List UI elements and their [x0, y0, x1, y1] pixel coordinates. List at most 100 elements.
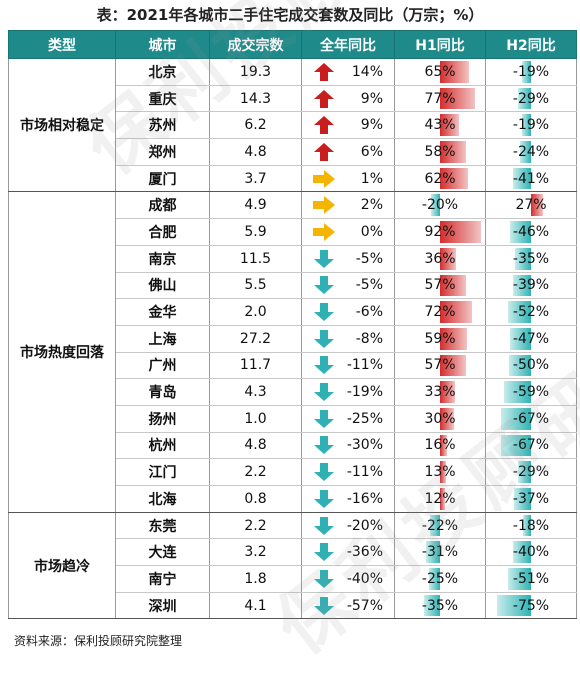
h2-yoy-cell: -67% — [485, 405, 577, 433]
h2-value: -67% — [512, 410, 550, 427]
yoy-value: -5% — [355, 250, 383, 267]
h1-value: -31% — [421, 544, 459, 561]
h1-value: 57% — [424, 277, 456, 294]
yoy-value: -8% — [355, 330, 383, 347]
h1-data-bar — [440, 221, 482, 243]
city-cell: 扬州 — [115, 405, 210, 433]
h2-value: -75% — [512, 597, 550, 614]
table-row: 厦门 3.7 1% 62% -41% — [9, 165, 577, 193]
h2-value: -37% — [512, 490, 550, 507]
city-cell: 北海 — [115, 485, 210, 513]
h2-value: -39% — [512, 277, 550, 294]
h2-value: -29% — [512, 90, 550, 107]
header-yoy: 全年同比 — [301, 30, 395, 59]
h1-yoy-cell: 36% — [394, 245, 486, 273]
city-cell: 重庆 — [115, 85, 210, 113]
yoy-value: -11% — [346, 357, 383, 374]
yoy-cell: -25% — [301, 405, 395, 433]
h2-yoy-cell: -40% — [485, 538, 577, 567]
h1-yoy-cell: 13% — [394, 458, 486, 486]
table-row: 苏州 6.2 9% 43% -19% — [9, 111, 577, 140]
volume-cell: 14.3 — [209, 85, 302, 113]
h1-data-bar — [440, 87, 475, 110]
yoy-value: -30% — [346, 437, 383, 454]
h1-data-bar — [440, 114, 460, 137]
h1-data-bar — [426, 541, 440, 564]
h1-data-bar — [430, 514, 440, 537]
down-arrow-icon — [313, 329, 335, 348]
header-category: 类型 — [8, 30, 116, 59]
down-arrow-icon — [313, 303, 335, 322]
table-title: 表：2021年各城市二手住宅成交套数及同比（万宗；%） — [96, 6, 484, 24]
h1-data-bar — [440, 301, 473, 323]
h1-yoy-cell: 92% — [394, 218, 486, 246]
table-row: 市场相对稳定 北京 19.3 14% 65% -19% — [8, 58, 577, 193]
h1-yoy-cell: 12% — [394, 485, 486, 513]
city-cell: 苏州 — [115, 111, 210, 140]
down-arrow-icon — [313, 409, 335, 428]
h2-value: -35% — [512, 250, 550, 267]
volume-cell: 1.8 — [209, 565, 302, 593]
h2-value: -29% — [512, 464, 550, 481]
h1-data-bar — [440, 274, 466, 297]
yoy-cell: -6% — [301, 298, 395, 326]
table-row: 郑州 4.8 6% 58% -24% — [9, 138, 577, 166]
up-arrow-icon — [313, 116, 335, 135]
volume-cell: 2.2 — [209, 458, 302, 486]
yoy-value: -6% — [355, 304, 383, 321]
h2-yoy-cell: -47% — [485, 325, 577, 353]
h2-data-bar — [517, 87, 531, 110]
h1-data-bar — [440, 407, 454, 430]
down-arrow-icon — [313, 276, 335, 295]
h2-yoy-cell: -35% — [485, 245, 577, 273]
h2-data-bar — [508, 568, 531, 590]
volume-cell: 2.0 — [209, 298, 302, 326]
yoy-value: -16% — [346, 490, 383, 507]
h1-data-bar — [440, 488, 446, 510]
h2-yoy-cell: -50% — [485, 352, 577, 380]
volume-cell: 19.3 — [209, 58, 302, 86]
h2-value: -24% — [512, 143, 550, 160]
h2-value: -51% — [512, 570, 550, 587]
h1-value: -22% — [421, 517, 459, 534]
h2-yoy-cell: -29% — [485, 85, 577, 113]
h2-value: -19% — [512, 63, 550, 80]
h1-yoy-cell: 65% — [394, 58, 486, 86]
h2-data-bar — [508, 354, 531, 377]
h1-value: 36% — [424, 250, 456, 267]
yoy-cell: -40% — [301, 565, 395, 593]
yoy-cell: -19% — [301, 378, 395, 406]
h1-data-bar — [440, 381, 455, 403]
yoy-cell: -20% — [301, 512, 395, 540]
h1-value: 16% — [424, 437, 456, 454]
h2-yoy-cell: -29% — [485, 458, 577, 486]
yoy-value: -11% — [346, 464, 383, 481]
volume-cell: 27.2 — [209, 325, 302, 353]
table-row: 南宁 1.8 -40% -25% -51% — [9, 565, 577, 593]
h1-data-bar — [440, 61, 470, 83]
up-arrow-icon — [313, 62, 335, 81]
h2-value: -52% — [512, 304, 550, 321]
city-cell: 深圳 — [115, 592, 210, 620]
yoy-cell: 6% — [301, 138, 395, 166]
h1-data-bar — [424, 594, 440, 617]
h1-data-bar — [440, 461, 446, 483]
volume-cell: 4.8 — [209, 432, 302, 460]
h2-data-bar — [522, 114, 531, 137]
h2-yoy-cell: -46% — [485, 218, 577, 246]
down-arrow-icon — [313, 463, 335, 482]
h2-data-bar — [517, 461, 531, 483]
h1-yoy-cell: -25% — [394, 565, 486, 593]
h1-yoy-cell: 62% — [394, 165, 486, 193]
city-cell: 金华 — [115, 298, 210, 326]
city-cell: 南宁 — [115, 565, 210, 593]
yoy-cell: 9% — [301, 85, 395, 113]
yoy-value: 9% — [360, 117, 383, 134]
volume-cell: 3.2 — [209, 538, 302, 567]
yoy-cell: -11% — [301, 458, 395, 486]
category-cell: 市场趋冷 — [8, 512, 116, 620]
h2-yoy-cell: -41% — [485, 165, 577, 193]
header-h2: H2同比 — [485, 30, 577, 59]
h1-value: 30% — [424, 410, 456, 427]
h1-yoy-cell: 72% — [394, 298, 486, 326]
